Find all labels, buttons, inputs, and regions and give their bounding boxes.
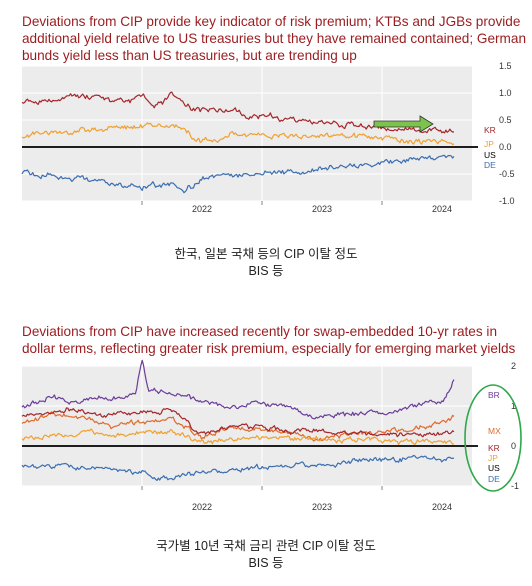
x-tick-label: 2023 — [312, 502, 332, 512]
series-label-kr: KR — [488, 443, 500, 453]
series-label-us: US — [488, 463, 500, 473]
y-tick-label: 1 — [511, 401, 516, 411]
highlight-ellipse — [464, 384, 522, 492]
y-tick-label: 0 — [511, 441, 516, 451]
y-tick-label: 0.5 — [499, 115, 512, 125]
trend-arrow-shape — [373, 115, 434, 133]
chart2-caption-line2: BIS 등 — [248, 556, 284, 570]
series-label-jp: JP — [484, 139, 494, 149]
x-tick-label: 2022 — [192, 204, 212, 214]
chart1-caption: 한국, 일본 국채 등의 CIP 이탈 정도 BIS 등 — [0, 246, 532, 280]
series-line-de — [21, 154, 455, 194]
y-tick-label: 2 — [511, 361, 516, 371]
x-tick-label: 2024 — [432, 502, 452, 512]
x-tick-label: 2023 — [312, 204, 332, 214]
series-label-us: US — [484, 150, 496, 160]
y-tick-label: -1.0 — [499, 196, 515, 206]
series-line-kr — [21, 91, 455, 134]
series-line-jp — [21, 428, 455, 446]
series-label-de: DE — [484, 160, 496, 170]
chart2-caption-line1: 국가별 10년 국채 금리 관련 CIP 이탈 정도 — [156, 539, 376, 553]
x-tick-label: 2024 — [432, 204, 452, 214]
series-line-jp — [21, 122, 455, 146]
chart1-caption-line1: 한국, 일본 국채 등의 CIP 이탈 정도 — [174, 247, 358, 261]
y-tick-label: 0.0 — [499, 142, 512, 152]
chart1-caption-line2: BIS 등 — [248, 264, 284, 278]
y-tick-label: 1.5 — [499, 61, 512, 71]
chart1-title: Deviations from CIP provide key indicato… — [22, 14, 527, 63]
trend-arrow — [373, 115, 434, 133]
y-tick-label: -0.5 — [499, 169, 515, 179]
x-tick-label: 2022 — [192, 502, 212, 512]
series-line-de — [21, 454, 455, 481]
chart2-title: Deviations from CIP have increased recen… — [22, 324, 516, 356]
y-tick-label: -1 — [511, 481, 519, 491]
series-line-mx — [21, 411, 455, 442]
series-label-de: DE — [488, 474, 500, 484]
series-label-jp: JP — [488, 453, 498, 463]
series-line-br — [21, 359, 455, 420]
chart2-caption: 국가별 10년 국채 금리 관련 CIP 이탈 정도 BIS 등 — [0, 538, 532, 572]
series-label-kr: KR — [484, 125, 496, 135]
series-line-kr — [21, 407, 455, 438]
series-label-mx: MX — [488, 426, 501, 436]
y-tick-label: 1.0 — [499, 88, 512, 98]
plot-background — [22, 66, 472, 201]
series-label-br: BR — [488, 390, 500, 400]
